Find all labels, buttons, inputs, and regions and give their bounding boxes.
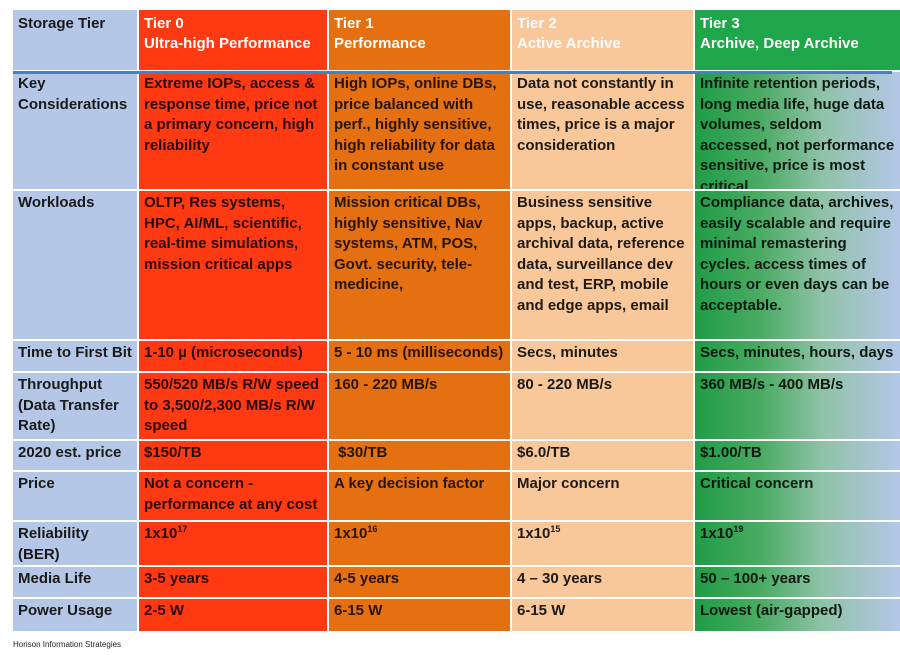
tier-0-subtitle: Ultra-high Performance: [144, 35, 311, 52]
row-label-media-life: Media Life: [13, 567, 137, 597]
row-label-workloads: Workloads: [13, 191, 137, 339]
cell-tier-1: 4-5 years: [329, 567, 510, 597]
header-divider: [13, 71, 892, 74]
cell-tier-1: 160 - 220 MB/s: [329, 373, 510, 439]
tier-2-name: Tier 2: [517, 15, 557, 32]
header-tier-1: Tier 1 Performance: [329, 10, 510, 70]
tier-2-subtitle: Active Archive: [517, 35, 621, 52]
row-label-time-to-first-bit: Time to First Bit: [13, 341, 137, 371]
storage-tier-table: Storage Tier Tier 0 Ultra-high Performan…: [13, 10, 900, 631]
cell-tier-0: Extreme IOPs, access & response time, pr…: [139, 72, 327, 189]
header-tier-3: Tier 3 Archive, Deep Archive: [695, 10, 900, 70]
ber-exponent: 16: [367, 524, 378, 534]
cell-tier-1: Mission critical DBs, highly sensitive, …: [329, 191, 510, 339]
ber-exponent: 19: [733, 524, 744, 534]
cell-tier-1: High IOPs, online DBs, price balanced wi…: [329, 72, 510, 189]
ber-base: 1x10: [517, 525, 551, 542]
cell-tier-2: Data not constantly in use, reasonable a…: [512, 72, 693, 189]
row-label-key-considerations: Key Considerations: [13, 72, 137, 189]
cell-tier-0: 1x1017: [139, 522, 327, 565]
cell-tier-3: Lowest (air-gapped): [695, 599, 900, 631]
header-tier-2: Tier 2 Active Archive: [512, 10, 693, 70]
tier-3-name: Tier 3: [700, 15, 740, 32]
cell-tier-2: $6.0/TB: [512, 441, 693, 470]
tier-1-name: Tier 1: [334, 15, 374, 32]
header-label: Storage Tier: [18, 15, 106, 32]
row-label-reliability: Reliability (BER): [13, 522, 137, 565]
cell-tier-3: Infinite retention periods, long media l…: [695, 72, 900, 189]
row-label-price: Price: [13, 472, 137, 520]
cell-tier-2: 80 - 220 MB/s: [512, 373, 693, 439]
cell-tier-0: $150/TB: [139, 441, 327, 470]
cell-tier-1: 1x1016: [329, 522, 510, 565]
cell-tier-3: 50 – 100+ years: [695, 567, 900, 597]
row-label-throughput: Throughput (Data Transfer Rate): [13, 373, 137, 439]
cell-tier-1: 6-15 W: [329, 599, 510, 631]
cell-tier-3: Critical concern: [695, 472, 900, 520]
header-storage-tier: Storage Tier: [13, 10, 137, 70]
cell-tier-0: 3-5 years: [139, 567, 327, 597]
cell-tier-0: 2-5 W: [139, 599, 327, 631]
cell-tier-3: Compliance data, archives, easily scalab…: [695, 191, 900, 339]
cell-tier-2: Business sensitive apps, backup, active …: [512, 191, 693, 339]
cell-tier-0: 550/520 MB/s R/W speed to 3,500/2,300 MB…: [139, 373, 327, 439]
cell-tier-0: Not a concern - performance at any cost: [139, 472, 327, 520]
cell-tier-1: $30/TB: [329, 441, 510, 470]
cell-tier-0: 1-10 µ (microseconds): [139, 341, 327, 371]
cell-tier-3: 1x1019: [695, 522, 900, 565]
cell-tier-0: OLTP, Res systems, HPC, AI/ML, scientifi…: [139, 191, 327, 339]
ber-base: 1x10: [144, 525, 178, 542]
row-label-power-usage: Power Usage: [13, 599, 137, 631]
cell-tier-2: Secs, minutes: [512, 341, 693, 371]
cell-tier-1: 5 - 10 ms (milliseconds): [329, 341, 510, 371]
tier-1-subtitle: Performance: [334, 35, 426, 52]
cell-tier-3: 360 MB/s - 400 MB/s: [695, 373, 900, 439]
ber-exponent: 15: [550, 524, 561, 534]
cell-tier-2: 4 – 30 years: [512, 567, 693, 597]
ber-base: 1x10: [334, 525, 368, 542]
tier-0-name: Tier 0: [144, 15, 184, 32]
source-credit: Horison Information Strategies: [13, 640, 122, 649]
header-tier-0: Tier 0 Ultra-high Performance: [139, 10, 327, 70]
cell-tier-3: Secs, minutes, hours, days: [695, 341, 900, 371]
cell-tier-2: 1x1015: [512, 522, 693, 565]
row-label-2020-est-price: 2020 est. price: [13, 441, 137, 470]
ber-exponent: 17: [177, 524, 188, 534]
cell-tier-2: 6-15 W: [512, 599, 693, 631]
ber-base: 1x10: [700, 525, 734, 542]
tier-3-subtitle: Archive, Deep Archive: [700, 35, 859, 52]
cell-tier-2: Major concern: [512, 472, 693, 520]
cell-tier-3: $1.00/TB: [695, 441, 900, 470]
cell-tier-1: A key decision factor: [329, 472, 510, 520]
